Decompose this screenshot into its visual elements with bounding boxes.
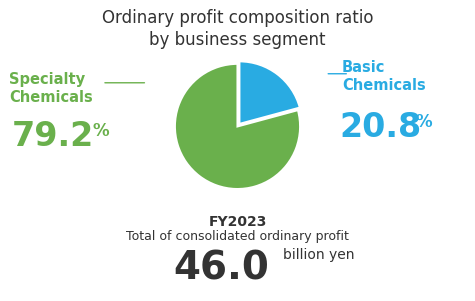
Wedge shape <box>239 61 300 124</box>
Text: 79.2: 79.2 <box>12 120 94 154</box>
Text: 20.8: 20.8 <box>340 111 422 144</box>
Text: Basic
Chemicals: Basic Chemicals <box>342 60 426 93</box>
Text: %: % <box>416 113 432 131</box>
Text: billion yen: billion yen <box>283 248 354 262</box>
Text: Total of consolidated ordinary profit: Total of consolidated ordinary profit <box>126 230 349 243</box>
Text: Specialty
Chemicals: Specialty Chemicals <box>10 72 93 105</box>
Text: FY2023: FY2023 <box>209 215 266 229</box>
Text: 46.0: 46.0 <box>173 250 269 288</box>
Text: Ordinary profit composition ratio
by business segment: Ordinary profit composition ratio by bus… <box>102 9 373 49</box>
Wedge shape <box>175 64 300 189</box>
Text: %: % <box>93 122 109 140</box>
